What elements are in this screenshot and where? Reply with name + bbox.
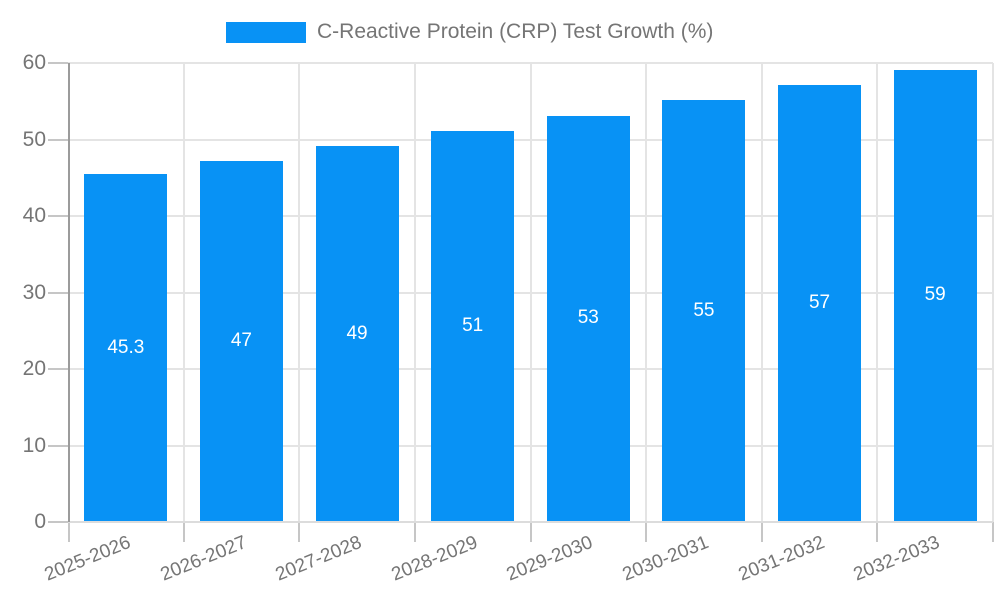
- x-gridline: [992, 63, 994, 522]
- y-axis-tick: [48, 62, 68, 64]
- bar-value-label: 45.3: [107, 336, 145, 358]
- x-axis-tick: [876, 522, 879, 542]
- x-axis-tick: [992, 522, 994, 542]
- x-axis-label: 2028-2029: [388, 532, 481, 586]
- y-axis-tick: [48, 444, 68, 447]
- x-axis-tick: [68, 522, 70, 542]
- bar-value-label: 53: [577, 307, 599, 329]
- y-axis-label: 20: [22, 357, 46, 380]
- x-axis-tick: [760, 522, 763, 542]
- x-axis-label: 2032-2033: [850, 532, 944, 586]
- x-axis-label: 2027-2028: [272, 532, 365, 586]
- x-axis-tick: [529, 522, 532, 542]
- y-axis-label: 50: [22, 127, 46, 151]
- y-axis-line: [68, 63, 70, 522]
- legend-swatch-icon: [226, 21, 306, 43]
- x-axis-tick: [645, 522, 648, 542]
- y-axis-tick: [48, 368, 68, 370]
- x-axis-label: 2030-2031: [619, 532, 712, 586]
- y-axis-tick: [48, 521, 68, 523]
- x-axis-label: 2029-2030: [504, 532, 597, 586]
- bar[interactable]: 47: [199, 161, 283, 521]
- y-axis-label: 0: [34, 510, 46, 533]
- y-axis-tick: [48, 215, 68, 217]
- y-axis-label: 40: [22, 204, 46, 227]
- x-gridline: [876, 63, 879, 522]
- bar[interactable]: 59: [893, 69, 977, 521]
- x-gridline: [413, 63, 416, 522]
- x-gridline: [529, 63, 532, 522]
- bar-value-label: 59: [924, 284, 946, 306]
- y-axis-label: 10: [22, 433, 46, 457]
- bar[interactable]: 57: [778, 84, 862, 521]
- x-axis-tick: [182, 522, 185, 542]
- x-gridline: [645, 63, 648, 522]
- x-axis-tick: [298, 522, 301, 542]
- y-axis-label: 60: [22, 51, 46, 74]
- bar-value-label: 49: [346, 322, 368, 344]
- bar[interactable]: 45.3: [84, 174, 168, 521]
- plot-area: 45.3 47 49 51 53 55 57 59: [48, 62, 994, 542]
- bar-value-label: 57: [808, 291, 831, 313]
- x-axis-label: 2025-2026: [41, 532, 134, 586]
- x-axis-tick: [413, 522, 416, 542]
- bar[interactable]: 51: [431, 130, 515, 521]
- bar[interactable]: 55: [662, 100, 746, 521]
- x-gridline: [298, 63, 301, 522]
- y-axis-tick: [48, 291, 68, 294]
- legend-label: C-Reactive Protein (CRP) Test Growth (%): [317, 20, 714, 43]
- bar[interactable]: 53: [546, 115, 630, 521]
- x-axis-label: 2026-2027: [157, 532, 250, 586]
- x-gridline: [182, 63, 185, 522]
- y-axis-label: 30: [22, 280, 46, 304]
- legend-item[interactable]: C-Reactive Protein (CRP) Test Growth (%): [226, 18, 713, 46]
- bar-value-label: 47: [230, 330, 252, 352]
- bar-value-label: 55: [693, 299, 715, 321]
- x-axis-label: 2031-2032: [735, 532, 828, 586]
- bar-value-label: 51: [462, 314, 484, 336]
- x-axis-line: [68, 521, 993, 523]
- y-axis-tick: [48, 138, 68, 141]
- x-gridline: [760, 63, 763, 522]
- bar[interactable]: 49: [315, 146, 399, 521]
